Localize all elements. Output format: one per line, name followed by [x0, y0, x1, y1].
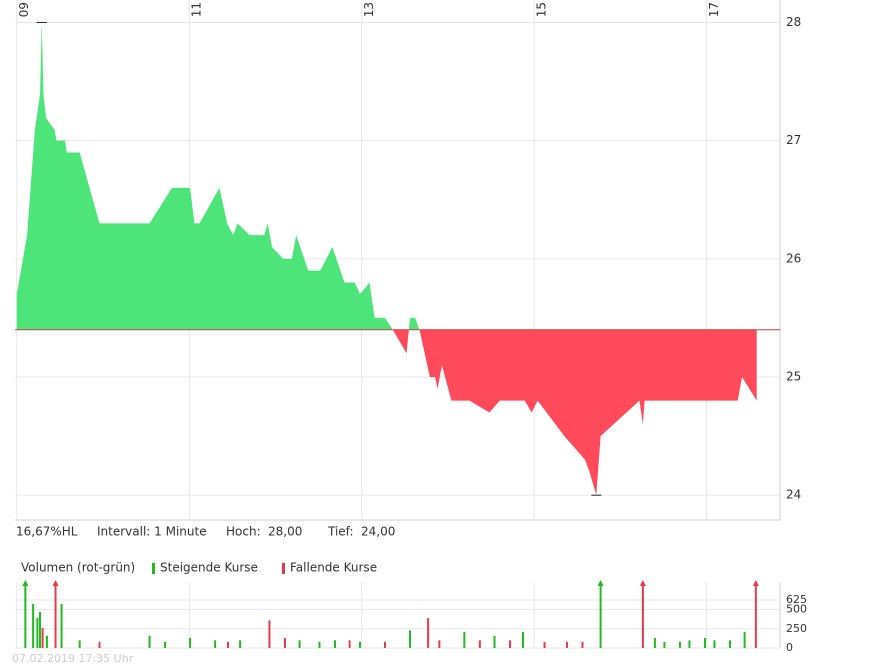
volume-bar	[268, 620, 271, 648]
overflow-arrow	[52, 580, 59, 586]
volume-bar	[653, 638, 656, 648]
volume-bar	[521, 631, 524, 648]
volume-bar	[333, 640, 336, 648]
overflow-arrow	[22, 580, 29, 586]
y-tick-label: 27	[786, 133, 801, 147]
area-up	[16, 22, 757, 330]
volume-bar	[427, 618, 430, 648]
volume-bar	[463, 631, 466, 648]
volume-bar	[358, 641, 361, 648]
volume-bar	[678, 641, 681, 648]
volume-bar	[41, 628, 44, 648]
volume-bar	[713, 640, 716, 648]
volume-bar	[348, 640, 351, 648]
range-info: 16,67%HL	[16, 525, 78, 539]
volume-bar	[24, 582, 27, 648]
x-tick-label: 09	[17, 2, 31, 17]
volume-bar	[703, 638, 706, 648]
volume-bar	[743, 631, 746, 648]
volume-bar	[493, 635, 496, 648]
volume-bar	[45, 635, 48, 648]
area-down	[392, 329, 757, 496]
volume-bar	[189, 638, 192, 648]
volume-bar	[227, 641, 230, 648]
legend-label: Steigende Kurse	[160, 561, 258, 575]
volume-bar	[39, 611, 42, 648]
volume-title: Volumen (rot-grün)	[21, 561, 135, 575]
volume-bar	[54, 582, 57, 648]
volume-bar	[754, 582, 757, 648]
y-tick-label: 25	[786, 370, 801, 384]
volume-bar	[32, 603, 35, 648]
volume-bar	[36, 618, 39, 648]
volume-bar	[148, 635, 151, 648]
volume-bar	[409, 630, 412, 648]
low-value: 24,00	[361, 525, 395, 539]
volume-bar	[599, 582, 602, 648]
volume-bar	[543, 641, 546, 648]
high-value: 28,00	[268, 525, 302, 539]
y-tick-label: 24	[786, 488, 801, 502]
y-tick-label: 250	[786, 622, 807, 635]
volume-bar	[478, 640, 481, 648]
interval-info: Intervall: 1 Minute	[97, 525, 207, 539]
overflow-arrow	[752, 580, 759, 586]
volume-bar	[728, 640, 731, 648]
legend-label: Fallende Kurse	[290, 561, 377, 575]
volume-bar	[383, 641, 386, 648]
overflow-arrow	[597, 580, 604, 586]
volume-bar	[78, 640, 81, 648]
overflow-arrow	[639, 580, 646, 586]
y-tick-label: 26	[786, 251, 801, 265]
volume-bar	[509, 640, 512, 648]
legend-swatch	[152, 563, 155, 574]
volume-bar	[164, 641, 167, 648]
volume-bar	[214, 640, 217, 648]
y-tick-label: 28	[786, 15, 801, 29]
volume-bar	[438, 640, 441, 648]
low-label: Tief:	[327, 525, 354, 539]
volume-bar	[318, 641, 321, 648]
volume-bar	[581, 641, 584, 648]
volume-bar	[298, 640, 301, 648]
y-tick-label: 0	[786, 641, 793, 654]
volume-bar	[98, 641, 101, 648]
volume-bar	[688, 640, 691, 648]
legend-swatch	[282, 563, 285, 574]
watermark: 07.02.2019 17:35 Uhr	[12, 652, 134, 665]
volume-bar	[283, 638, 286, 648]
volume-bar	[641, 582, 644, 648]
y-tick-label: 625	[786, 593, 807, 606]
x-tick-label: 13	[362, 2, 376, 17]
volume-bar	[239, 640, 242, 648]
high-label: Hoch:	[226, 525, 261, 539]
x-tick-label: 15	[535, 2, 549, 17]
volume-bar	[60, 603, 63, 648]
x-tick-label: 17	[707, 2, 721, 17]
volume-bar	[663, 641, 666, 648]
x-tick-label: 11	[190, 2, 204, 17]
y-tick-label: 500	[786, 603, 807, 616]
volume-bar	[565, 641, 568, 648]
